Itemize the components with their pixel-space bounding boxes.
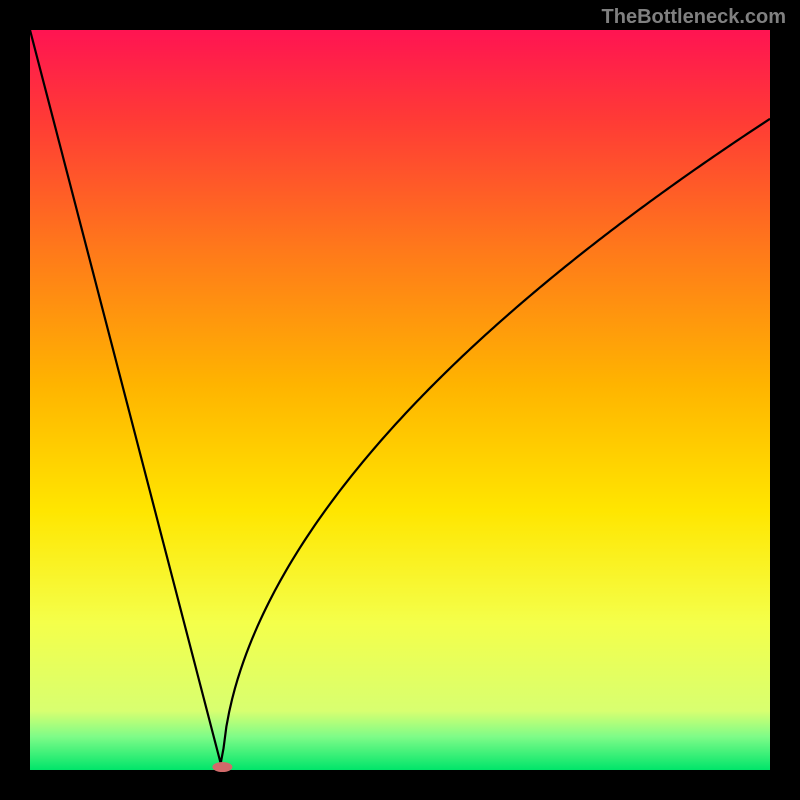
- watermark-text: TheBottleneck.com: [602, 6, 786, 29]
- optimal-point-marker: [212, 762, 232, 772]
- bottleneck-chart: [0, 0, 800, 800]
- chart-container: TheBottleneck.com: [0, 0, 800, 800]
- plot-background: [30, 30, 770, 770]
